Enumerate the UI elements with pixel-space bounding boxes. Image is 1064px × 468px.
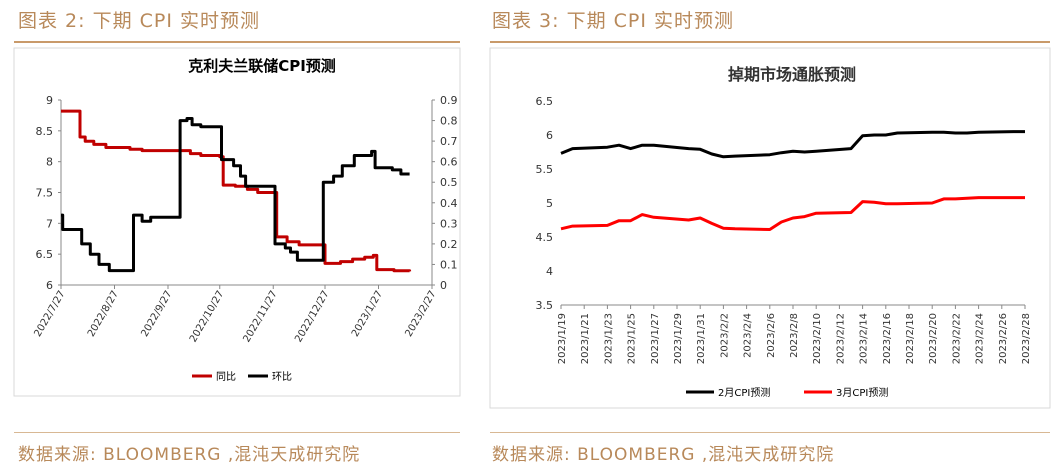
x-tick-label: 2023/2/10 [812,313,823,364]
right-chart-series [560,130,1025,231]
left-heading: 下期 CPI 实时预测 [92,10,260,32]
legend-label: 环比 [272,371,292,383]
y2-tick-label: 0.1 [440,258,458,271]
left-figure-label: 图表 2: [18,10,86,32]
series-line-2 [61,117,410,273]
x-tick-label: 2023/2/18 [905,313,916,364]
y2-tick-label: 0.9 [440,94,458,107]
x-tick-label: 2023/2/2 [719,313,730,358]
x-tick-label: 2023/1/25 [627,313,638,364]
x-tick-label: 2023/2/26 [998,313,1009,364]
legend-label: 同比 [216,371,236,383]
y-tick-label: 8.5 [36,125,54,138]
x-tick-label: 2023/2/28 [1021,313,1032,364]
y-tick-label: 7.5 [36,187,54,200]
left-source-note: 数据来源: BLOOMBERG ,混沌天成研究院 [18,445,361,465]
right-figure-label: 图表 3: [492,10,560,32]
x-tick-label: 2023/1/31 [696,313,707,364]
y2-tick-label: 0.8 [440,115,458,128]
y2-tick-label: 0.5 [440,176,458,189]
x-tick-label: 2023/2/6 [766,313,777,358]
y2-tick-label: 0.4 [440,197,458,210]
right-chart-legend: 2月CPI预测 3月CPI预测 [686,386,888,399]
y2-tick-label: 0.7 [440,135,458,148]
right-heading: 下期 CPI 实时预测 [566,10,734,32]
y-tick-label: 6.5 [536,95,554,108]
y-tick-label: 7 [46,217,53,230]
y2-tick-label: 0.3 [440,217,458,230]
x-tick-label: 2023/1/27 [650,313,661,364]
x-tick-label: 2023/2/22 [951,313,962,364]
y-tick-label: 9 [46,94,53,107]
y-tick-label: 6.5 [36,248,54,261]
y-tick-label: 4 [546,265,553,278]
x-tick-label: 2023/2/8 [789,313,800,358]
left-chart-series [61,109,412,273]
x-tick-label: 2023/1/19 [557,313,568,364]
right-source-note: 数据来源: BLOOMBERG ,混沌天成研究院 [492,445,835,465]
right-chart-title: 掉期市场通胀预测 [728,65,856,84]
x-tick-label: 2023/2/12 [835,313,846,364]
y2-tick-label: 0 [440,279,447,292]
left-chart-legend: 同比 环比 [192,371,292,383]
y-tick-label: 5.5 [536,163,554,176]
y-tick-label: 5 [546,197,553,210]
y2-tick-label: 0.6 [440,156,458,169]
y-tick-label: 3.5 [536,299,554,312]
series-line-2 [560,196,1025,231]
legend-label: 3月CPI预测 [836,386,888,399]
x-tick-label: 2023/1/23 [603,313,614,364]
y2-tick-label: 0.2 [440,238,458,251]
x-tick-label: 2023/2/20 [928,313,939,364]
y-tick-label: 6 [46,279,53,292]
x-tick-label: 2023/1/21 [580,313,591,364]
legend-label: 2月CPI预测 [718,386,770,399]
left-chart-frame [13,47,461,397]
left-footer-rule [14,432,460,433]
series-line-1 [560,130,1025,159]
left-chart-title: 克利夫兰联储CPI预测 [188,57,336,75]
x-tick-label: 2023/1/29 [673,313,684,364]
left-panel-title: 图表 2: 下期 CPI 实时预测 [18,6,260,33]
x-tick-label: 2023/2/16 [882,313,893,364]
right-chart-axes: 3.5 4 4.5 5 5.5 6 6.5 2023/1/19 2023/1/21 2023/1/… [536,95,1033,364]
right-panel-title: 图表 3: 下期 CPI 实时预测 [492,6,734,33]
y-tick-label: 6 [546,129,553,142]
right-header-rule [490,41,1050,43]
series-line-1 [61,109,412,273]
x-tick-label: 2023/2/4 [743,313,754,358]
right-footer-rule [490,432,1050,433]
charts-canvas: 克利夫兰联储CPI预测 6 6.5 7 7.5 8 8.5 9 0 0.1 0.2 0.3 0.4 0.… [13,47,1051,409]
left-header-rule [14,41,460,43]
x-tick-label: 2023/2/14 [859,313,870,364]
y-tick-label: 8 [46,156,53,169]
y-tick-label: 4.5 [536,231,554,244]
x-tick-label: 2023/2/24 [975,313,986,364]
